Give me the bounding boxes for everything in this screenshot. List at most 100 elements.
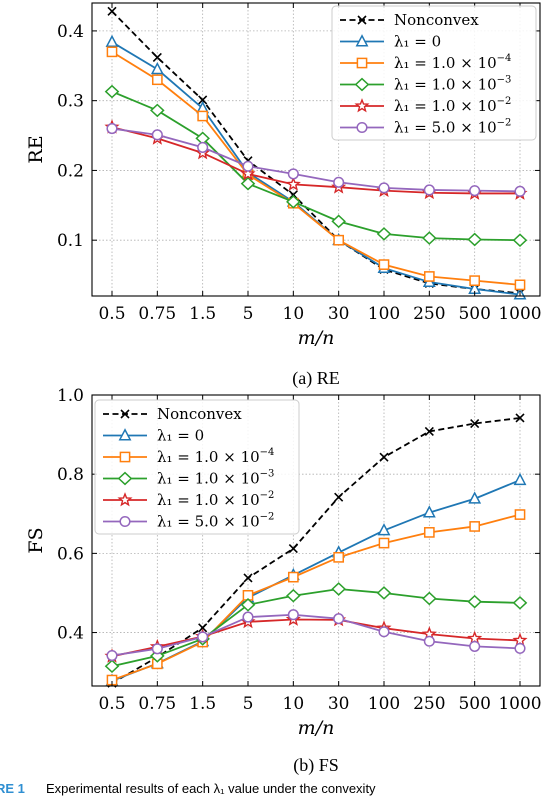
data-point <box>107 6 117 16</box>
data-point <box>422 505 436 518</box>
x-tick-label: 1.5 <box>189 694 216 714</box>
data-point <box>286 194 301 209</box>
data-point <box>331 214 346 229</box>
data-point <box>423 271 435 282</box>
data-point <box>468 491 482 504</box>
footer-caption: Experimental results of each λ₁ value un… <box>46 781 376 796</box>
plot-frame <box>91 394 541 687</box>
legend-marker <box>119 451 131 463</box>
x-tick-label: 500 <box>458 304 490 324</box>
x-tick-label: 10 <box>283 694 305 714</box>
x-tick-label: 30 <box>328 304 350 324</box>
data-point <box>515 413 525 423</box>
legend-label: λ₁ = 1.0 × 10−2 <box>157 490 274 509</box>
chart-fs: 0.5 0.75 1.5 5 10 30 100 250 500 1000 0.4 0.6 0.8 1.0… <box>25 386 542 776</box>
series-3 <box>104 84 528 248</box>
legend-marker <box>356 57 368 69</box>
legend-marker <box>354 98 370 113</box>
chart-caption: (a) RE <box>292 368 339 389</box>
series-line <box>111 613 521 657</box>
series-line <box>111 51 521 286</box>
series-line <box>111 588 521 668</box>
legend-label: λ₁ = 1.0 × 10−3 <box>394 75 511 94</box>
data-point <box>286 588 301 603</box>
x-tick-label: 5 <box>243 694 254 714</box>
x-tick-label: 5 <box>243 304 254 324</box>
data-point <box>288 544 298 554</box>
legend-exponent: −2 <box>260 512 275 523</box>
data-point <box>512 596 528 610</box>
data-point <box>197 141 209 153</box>
x-tick-label: 100 <box>368 694 400 714</box>
series-line <box>111 513 521 681</box>
legend-marker <box>117 471 133 486</box>
data-point <box>514 642 526 654</box>
legend-marker <box>356 121 368 134</box>
x-tick-label: 500 <box>458 694 490 714</box>
series-line <box>111 126 520 195</box>
data-point <box>378 626 390 638</box>
x-axis-label: m/n <box>298 717 335 739</box>
data-point <box>376 586 392 600</box>
legend-marker <box>357 15 367 25</box>
data-point <box>378 259 390 270</box>
plot-frame <box>91 2 541 297</box>
data-point <box>104 659 120 674</box>
legend-label: λ₁ = 1.0 × 10−2 <box>394 96 511 115</box>
data-point <box>151 74 163 86</box>
data-point <box>106 649 118 662</box>
y-tick-label: 0.4 <box>57 22 84 42</box>
legend-label: Nonconvex <box>394 11 479 29</box>
legend-label: λ₁ = 0 <box>157 427 204 445</box>
x-tick-label: 100 <box>368 304 400 324</box>
data-point <box>423 184 435 196</box>
figure-footer: RE 1 Experimental results of each λ₁ val… <box>0 781 376 796</box>
data-point <box>104 84 120 99</box>
y-tick-label: 0.4 <box>57 624 84 644</box>
data-point <box>514 279 526 291</box>
data-point <box>378 537 390 549</box>
y-axis-label: RE <box>25 135 47 163</box>
data-point <box>197 110 209 122</box>
data-point <box>105 34 119 48</box>
legend-exponent: −2 <box>497 118 512 129</box>
series-line <box>111 127 521 193</box>
data-point <box>379 452 389 462</box>
data-point <box>467 232 482 247</box>
legend-label: λ₁ = 0 <box>394 33 441 51</box>
data-point <box>151 643 163 655</box>
data-point <box>150 103 165 118</box>
data-point <box>470 418 480 429</box>
x-tick-label: 1000 <box>498 694 541 714</box>
x-tick-label: 0.5 <box>98 694 125 714</box>
data-point <box>106 123 118 135</box>
data-point <box>242 160 254 172</box>
data-point <box>152 52 162 62</box>
legend-marker <box>118 428 132 441</box>
data-point <box>333 613 345 625</box>
legend-exponent: −4 <box>497 53 512 64</box>
data-point <box>287 571 299 583</box>
data-point <box>331 582 346 596</box>
data-point <box>422 231 437 245</box>
x-tick-label: 0.75 <box>138 694 176 714</box>
data-point <box>514 185 526 197</box>
data-point <box>513 472 527 486</box>
data-point <box>197 631 209 643</box>
series-3 <box>104 582 528 674</box>
data-point <box>151 129 163 141</box>
y-axis-label: FS <box>25 527 47 553</box>
legend-label: λ₁ = 1.0 × 10−4 <box>394 53 511 72</box>
x-tick-label: 1.5 <box>189 304 216 324</box>
series-5 <box>106 123 526 197</box>
y-tick-label: 0.2 <box>57 161 84 181</box>
data-point <box>333 551 345 563</box>
data-point <box>287 168 299 180</box>
data-point <box>285 176 301 191</box>
x-tick-label: 30 <box>328 694 350 714</box>
x-tick-label: 10 <box>283 304 305 324</box>
y-tick-label: 0.6 <box>57 544 84 564</box>
series-4 <box>104 611 528 663</box>
chart-re: 0.5 0.75 1.5 5 10 30 100 250 500 1000 0.1 0.2 0.3 0.4… <box>25 2 542 389</box>
